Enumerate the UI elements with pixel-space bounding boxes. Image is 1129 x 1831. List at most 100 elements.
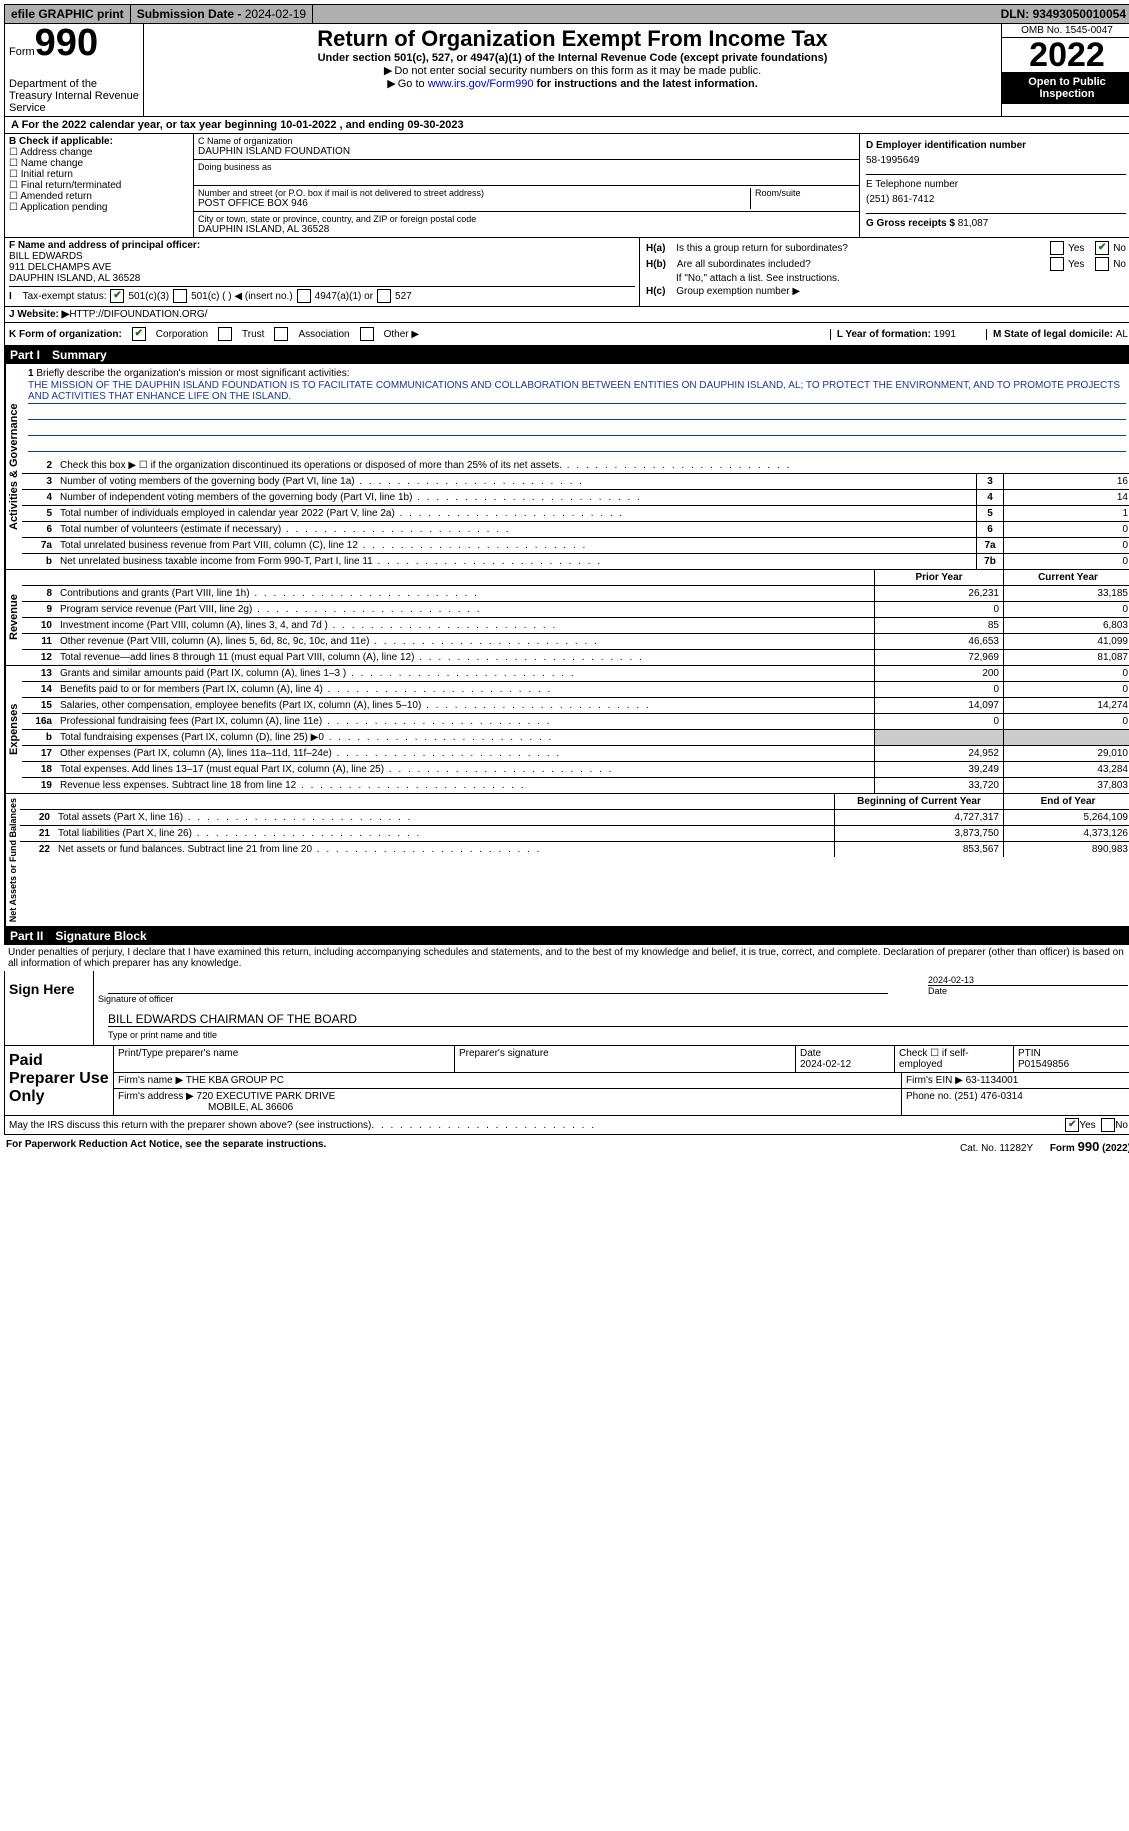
note-goto-post: for instructions and the latest informat… [533, 78, 757, 90]
line-num: 9 [22, 602, 56, 617]
line-curr: 6,803 [1003, 618, 1129, 633]
chk-trust[interactable] [218, 327, 232, 341]
year-formation: 1991 [934, 329, 956, 340]
lbl-corp: Corporation [156, 329, 208, 340]
lbl-trust: Trust [242, 329, 264, 340]
chk-4947[interactable] [297, 289, 311, 303]
line-box: 5 [976, 506, 1003, 521]
line-num: 15 [22, 698, 56, 713]
line-curr: 29,010 [1003, 746, 1129, 761]
line-label: Other expenses (Part IX, column (A), lin… [56, 746, 874, 761]
domicile: AL [1116, 329, 1128, 340]
dba-label: Doing business as [198, 162, 855, 172]
hb-text: Are all subordinates included? [677, 259, 1046, 270]
lbl-other: Other ▶ [384, 329, 419, 340]
line-label: Number of voting members of the governin… [56, 474, 976, 489]
irs-yes[interactable] [1065, 1118, 1079, 1132]
part2-title: Signature Block [55, 929, 146, 943]
ptin-value: P01549856 [1018, 1059, 1069, 1070]
line-prior: 0 [874, 714, 1003, 729]
ein-value: 58-1995649 [866, 151, 1126, 170]
street-label: Number and street (or P.O. box if mail i… [198, 188, 750, 198]
penalty-text: Under penalties of perjury, I declare th… [4, 945, 1129, 971]
irs-link[interactable]: www.irs.gov/Form990 [428, 78, 534, 90]
line-label: Program service revenue (Part VIII, line… [56, 602, 874, 617]
opt-app-pending[interactable]: Application pending [20, 202, 107, 213]
line-curr: 43,284 [1003, 762, 1129, 777]
lbl-501c3: 501(c)(3) [128, 291, 169, 302]
tel-label: E Telephone number [866, 179, 1126, 190]
line-curr: 4,373,126 [1003, 826, 1129, 841]
chk-other[interactable] [360, 327, 374, 341]
opt-address-change[interactable]: Address change [20, 147, 92, 158]
hb-yes[interactable] [1050, 257, 1064, 271]
domicile-label: M State of legal domicile: [993, 329, 1116, 340]
form-title: Return of Organization Exempt From Incom… [148, 26, 997, 52]
hb-no[interactable] [1095, 257, 1109, 271]
line-num: 10 [22, 618, 56, 633]
note-goto-pre: Go to [387, 78, 427, 90]
year-formation-label: L Year of formation: [837, 329, 934, 340]
line-prior: 72,969 [874, 650, 1003, 665]
line-prior: 0 [874, 602, 1003, 617]
line-box: 6 [976, 522, 1003, 537]
line-label: Net unrelated business taxable income fr… [56, 554, 976, 569]
line-num: 14 [22, 682, 56, 697]
line-num: 7a [22, 538, 56, 553]
paid-preparer-label: Paid Preparer Use Only [5, 1046, 114, 1115]
part2-num: Part II [10, 929, 43, 943]
opt-initial-return[interactable]: Initial return [21, 169, 73, 180]
tax-year: 2022 [1002, 38, 1129, 72]
chk-501c[interactable] [173, 289, 187, 303]
sig-date-label: Date [928, 985, 1128, 996]
opt-final-return[interactable]: Final return/terminated [21, 180, 122, 191]
line-box: 3 [976, 474, 1003, 489]
line-label: Revenue less expenses. Subtract line 18 … [56, 778, 874, 793]
chk-527[interactable] [377, 289, 391, 303]
officer-addr1: 911 DELCHAMPS AVE [9, 262, 111, 273]
chk-501c3[interactable] [110, 289, 124, 303]
submission-date-label: Submission Date - [137, 7, 245, 21]
ha-yes-lbl: Yes [1068, 243, 1084, 254]
line-prior: 4,727,317 [834, 810, 1003, 825]
line-curr: 14,274 [1003, 698, 1129, 713]
lbl-4947: 4947(a)(1) or [315, 291, 373, 302]
line-val: 0 [1003, 538, 1129, 553]
line-val: 0 [1003, 522, 1129, 537]
firm-phone: (251) 476-0314 [954, 1091, 1022, 1102]
line-label: Total number of volunteers (estimate if … [56, 522, 976, 537]
website-url[interactable]: HTTP://DIFOUNDATION.ORG/ [69, 309, 207, 320]
hb-note: If "No," attach a list. See instructions… [646, 272, 1126, 285]
irs-no[interactable] [1101, 1118, 1115, 1132]
line-num: 19 [22, 778, 56, 793]
opt-name-change[interactable]: Name change [21, 158, 83, 169]
line-num: 12 [22, 650, 56, 665]
form-number: 990 [35, 22, 98, 64]
prep-date-lab: Date [800, 1048, 821, 1059]
firm-ein: 63-1134001 [966, 1075, 1019, 1086]
efile-label[interactable]: efile GRAPHIC print [5, 5, 131, 23]
ha-no[interactable] [1095, 241, 1109, 255]
officer-name: BILL EDWARDS [9, 251, 83, 262]
line-label: Other revenue (Part VIII, column (A), li… [56, 634, 874, 649]
part1-num: Part I [10, 348, 40, 362]
form-subtitle: Under section 501(c), 527, or 4947(a)(1)… [148, 52, 997, 64]
line-label: Total assets (Part X, line 16) [54, 810, 834, 825]
line-curr: 0 [1003, 714, 1129, 729]
chk-assoc[interactable] [274, 327, 288, 341]
prep-self-emp[interactable]: Check ☐ if self-employed [895, 1046, 1014, 1072]
chk-corp[interactable] [132, 327, 146, 341]
line-label: Total fundraising expenses (Part IX, col… [56, 730, 874, 745]
gross-label: G Gross receipts $ [866, 218, 958, 229]
side-net-assets: Net Assets or Fund Balances [5, 794, 20, 926]
line-curr: 33,185 [1003, 586, 1129, 601]
opt-amended[interactable]: Amended return [20, 191, 92, 202]
top-bar: efile GRAPHIC print Submission Date - 20… [4, 4, 1129, 24]
sig-officer-label: Signature of officer [98, 994, 173, 1004]
line-label: Professional fundraising fees (Part IX, … [56, 714, 874, 729]
line-label: Number of independent voting members of … [56, 490, 976, 505]
prep-sig-label: Preparer's signature [455, 1046, 796, 1072]
ha-yes[interactable] [1050, 241, 1064, 255]
line-num: 13 [22, 666, 56, 681]
line-num: b [22, 554, 56, 569]
